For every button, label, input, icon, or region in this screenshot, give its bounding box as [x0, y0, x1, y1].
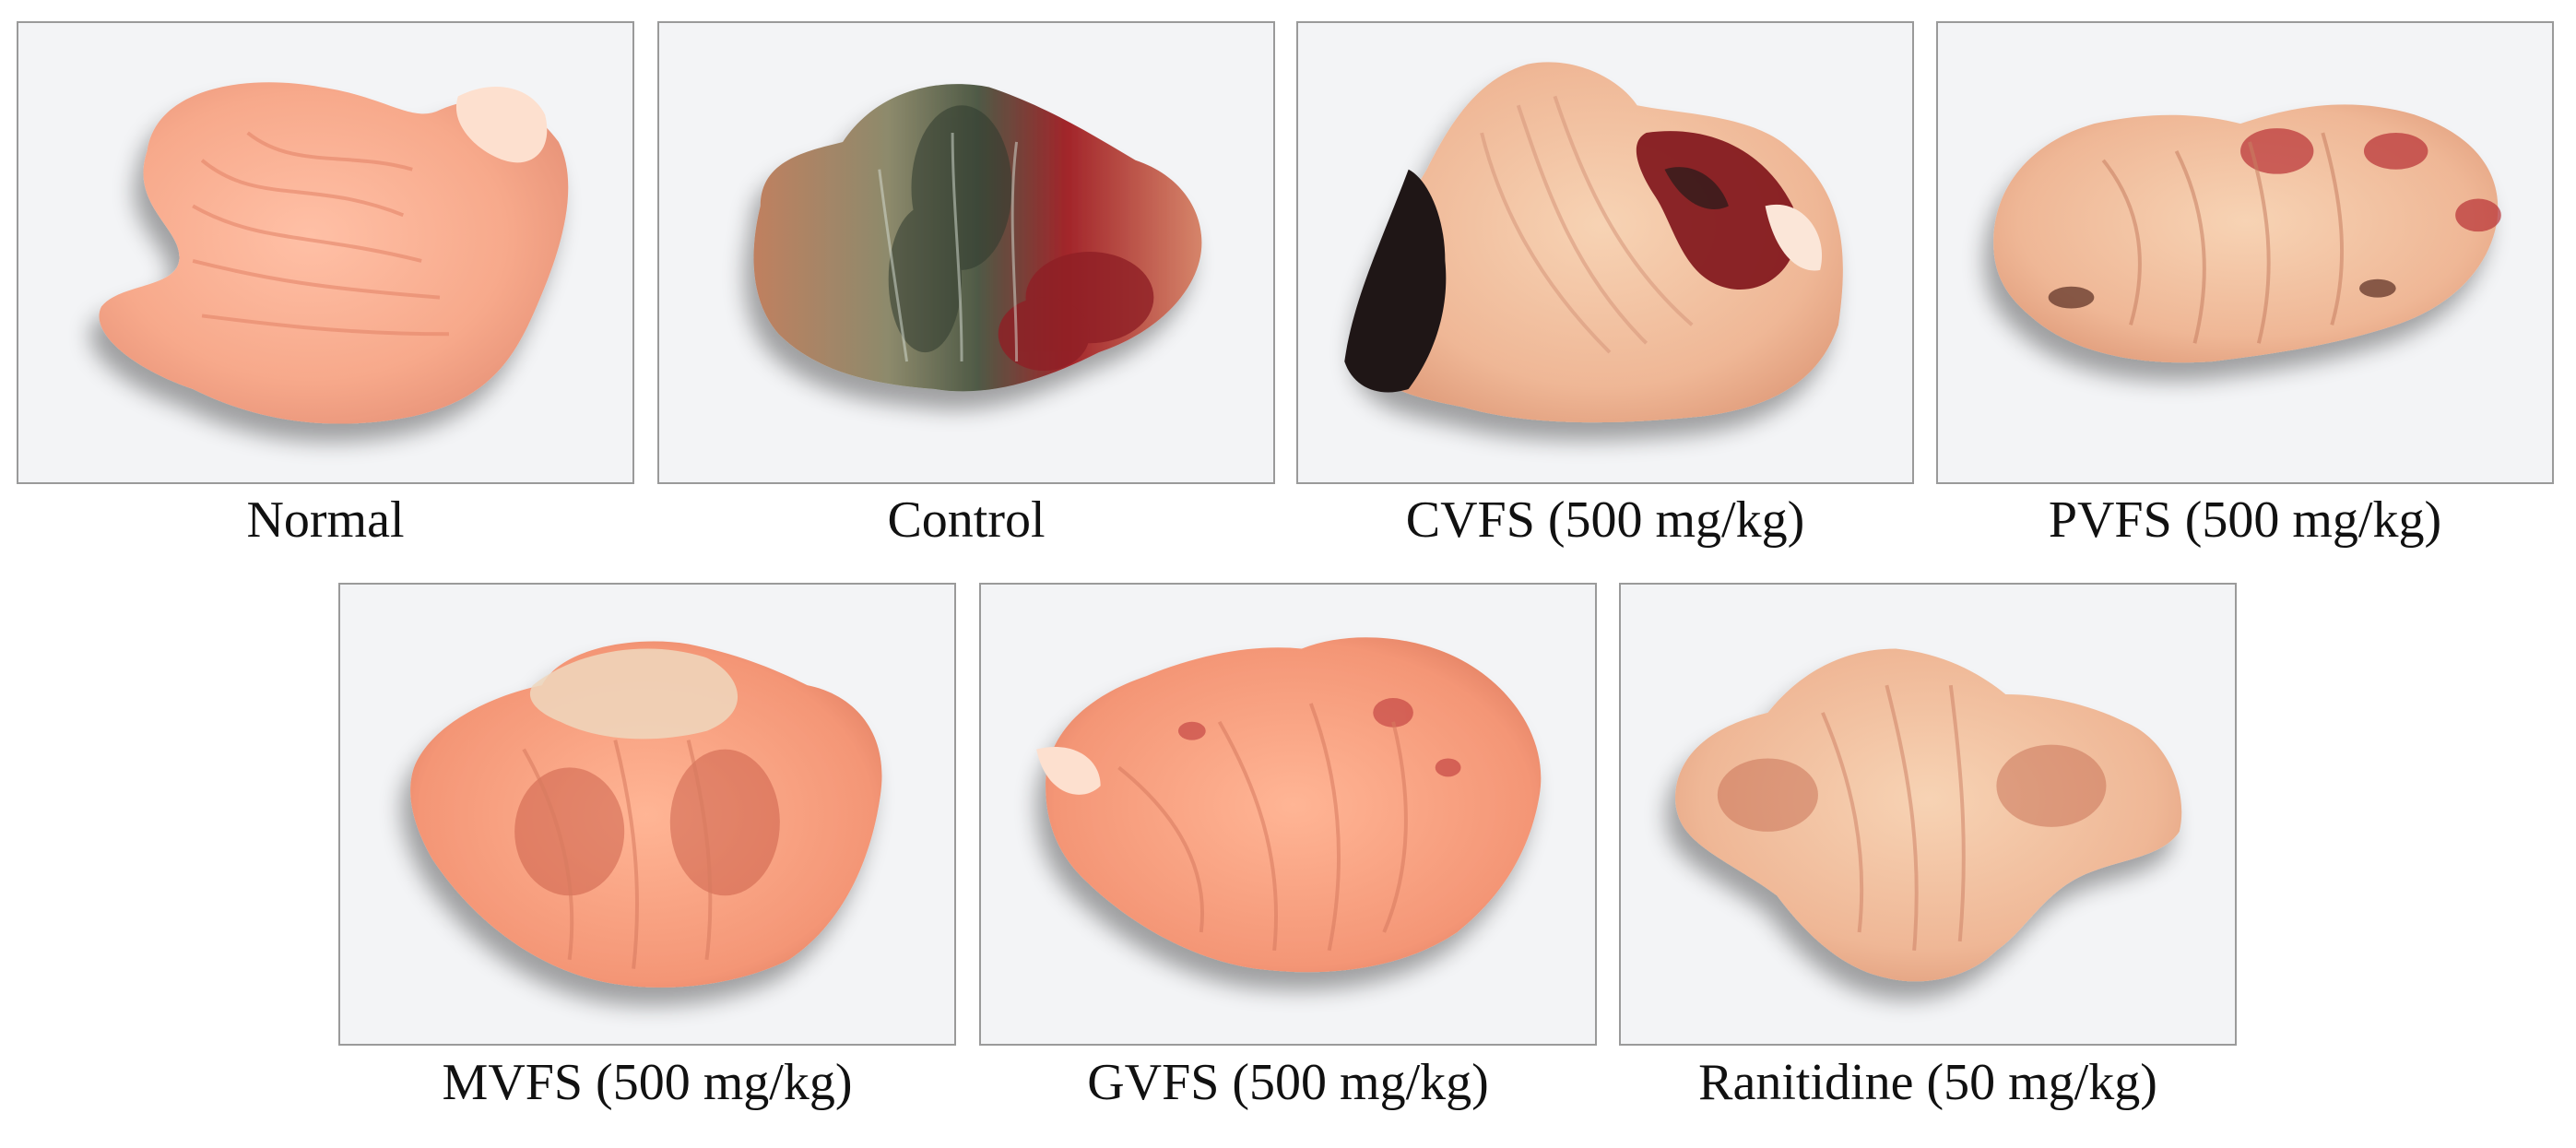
photo-panel-pvfs	[1936, 21, 2554, 484]
label-normal: Normal	[246, 491, 405, 549]
normal-stomach-image	[99, 82, 569, 424]
label-gvfs: GVFS (500 mg/kg)	[1087, 1054, 1489, 1111]
gvfs-stomach-image	[1036, 637, 1542, 973]
label-control: Control	[887, 491, 1046, 549]
photo-panel-normal	[17, 21, 634, 484]
mvfs-stomach-image	[410, 641, 882, 988]
cvfs-stomach-image	[1344, 62, 1843, 423]
photo-panel-mvfs	[338, 583, 956, 1046]
label-mvfs: MVFS (500 mg/kg)	[442, 1054, 853, 1111]
control-stomach-image	[753, 84, 1202, 392]
photo-panel-ranitidine	[1619, 583, 2237, 1046]
pvfs-stomach-image	[1993, 104, 2501, 363]
label-cvfs: CVFS (500 mg/kg)	[1405, 491, 1805, 549]
label-ranitidine: Ranitidine (50 mg/kg)	[1698, 1054, 2157, 1111]
label-pvfs: PVFS (500 mg/kg)	[2048, 491, 2442, 549]
photo-panel-cvfs	[1296, 21, 1914, 484]
ranitidine-stomach-image	[1675, 648, 2182, 982]
photo-panel-gvfs	[979, 583, 1597, 1046]
photo-panel-control	[657, 21, 1275, 484]
